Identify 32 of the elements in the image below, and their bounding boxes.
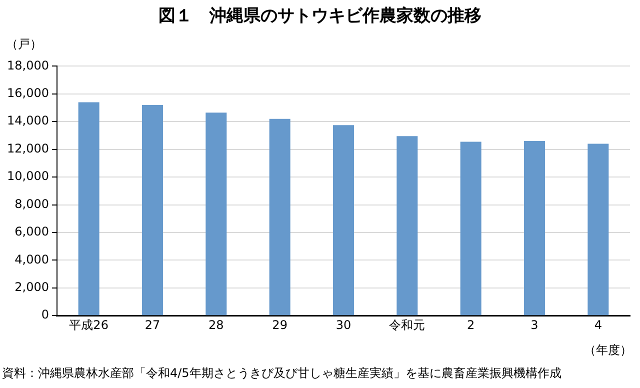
y-tick-label: 18,000 xyxy=(6,58,49,72)
x-tick-label: 2 xyxy=(467,318,475,332)
x-tick-label: 3 xyxy=(530,318,538,332)
bar xyxy=(269,118,290,316)
x-axis-title: （年度） xyxy=(584,342,632,359)
text: 資料：沖縄県農林水産部「令和4/5年期さとうきび及び甘しゃ糖生産実績」を基に農畜産業振興機構作成 xyxy=(2,365,562,382)
bar xyxy=(524,141,546,316)
bar xyxy=(588,144,609,316)
x-tick-label: 28 xyxy=(208,318,224,332)
bar xyxy=(206,112,227,316)
y-tick-label: 2,000 xyxy=(14,280,49,294)
x-tick-label: 30 xyxy=(336,318,352,332)
x-tick-label: 4 xyxy=(594,318,602,332)
y-tick-label: 8,000 xyxy=(14,196,49,211)
y-axis-title: （戸） xyxy=(6,36,42,53)
y-tick-label: 16,000 xyxy=(6,86,49,100)
x-tick-label: 27 xyxy=(144,318,160,332)
y-tick-label: 12,000 xyxy=(6,141,49,156)
y-tick-label: 10,000 xyxy=(6,169,49,184)
x-tick-label: 令和元 xyxy=(389,318,426,332)
y-tick-label: 14,000 xyxy=(6,114,49,128)
x-tick-label: 29 xyxy=(272,318,288,332)
bar xyxy=(396,136,418,316)
y-tick-label: 6,000 xyxy=(14,224,49,239)
bar xyxy=(332,125,354,316)
bar xyxy=(78,102,100,316)
y-tick-label: 0 xyxy=(41,308,49,322)
bar xyxy=(142,104,163,316)
y-tick-label: 4,000 xyxy=(14,252,49,266)
x-tick-label: 平成26 xyxy=(69,318,108,332)
chart-title: 図１ 沖縄県のサトウキビ作農家数の推移 xyxy=(158,5,482,27)
bar xyxy=(460,142,482,316)
